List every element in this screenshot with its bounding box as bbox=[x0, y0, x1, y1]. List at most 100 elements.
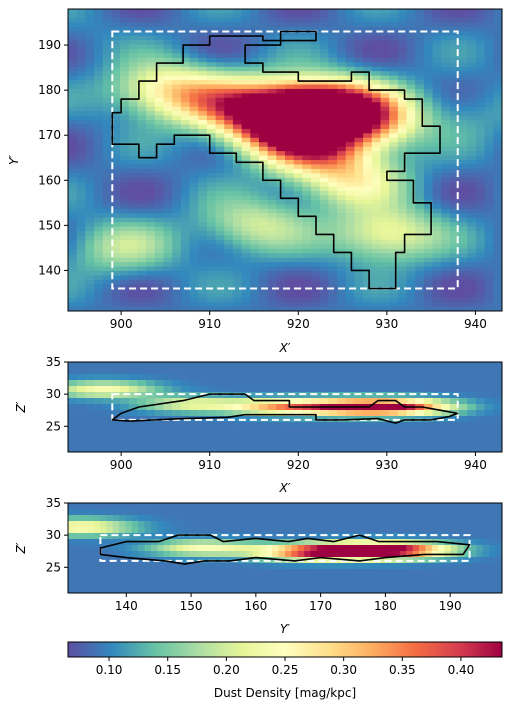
heatmap-cell bbox=[172, 17, 182, 23]
heatmap-cell bbox=[267, 257, 277, 263]
heatmap-cell bbox=[111, 392, 121, 399]
heatmap-cell bbox=[482, 545, 490, 552]
heatmap-cell bbox=[119, 503, 127, 510]
heatmap-cell bbox=[354, 35, 364, 41]
heatmap-cell bbox=[380, 392, 390, 399]
heatmap-cell bbox=[363, 62, 373, 68]
heatmap-cell bbox=[336, 551, 344, 558]
heatmap-cell bbox=[189, 120, 199, 126]
heatmap-cell bbox=[406, 213, 416, 219]
heatmap-cell bbox=[93, 551, 101, 558]
heatmap-cell bbox=[406, 115, 416, 121]
heatmap-cell bbox=[111, 93, 121, 99]
heatmap-cell bbox=[128, 137, 139, 143]
heatmap-cell bbox=[241, 40, 251, 46]
heatmap-cell bbox=[68, 239, 78, 245]
heatmap-cell bbox=[102, 62, 112, 68]
heatmap-cell bbox=[111, 9, 121, 15]
heatmap-cell bbox=[432, 386, 442, 393]
heatmap-cell bbox=[87, 515, 95, 522]
heatmap-cell bbox=[354, 80, 364, 86]
heatmap-cell bbox=[493, 177, 502, 183]
heatmap-cell bbox=[102, 204, 112, 210]
heatmap-cell bbox=[146, 177, 156, 183]
heatmap-cell bbox=[432, 53, 442, 59]
heatmap-cell bbox=[172, 146, 182, 152]
heatmap-cell bbox=[180, 111, 191, 117]
heatmap-cell bbox=[258, 9, 269, 15]
heatmap-cell bbox=[224, 128, 234, 134]
heatmap-cell bbox=[291, 527, 299, 534]
heatmap-cell bbox=[214, 509, 222, 516]
heatmap-cell bbox=[493, 434, 502, 441]
heatmap-cell bbox=[328, 302, 338, 308]
heatmap-cell bbox=[111, 404, 121, 411]
heatmap-cell bbox=[172, 422, 182, 429]
heatmap-cell bbox=[76, 124, 86, 130]
heatmap-cell bbox=[363, 398, 373, 405]
heatmap-cell bbox=[493, 155, 502, 161]
heatmap-cell bbox=[493, 279, 502, 285]
heatmap-cell bbox=[258, 217, 269, 223]
heatmap-cell bbox=[224, 266, 234, 272]
heatmap-cell bbox=[154, 177, 165, 183]
heatmap-cell bbox=[215, 128, 225, 134]
heatmap-cell bbox=[467, 93, 477, 99]
heatmap-cell bbox=[76, 97, 86, 103]
heatmap-cell bbox=[102, 226, 112, 232]
heatmap-cell bbox=[85, 102, 95, 108]
heatmap-cell bbox=[293, 362, 303, 369]
heatmap-cell bbox=[441, 204, 451, 210]
heatmap-cell bbox=[111, 284, 121, 290]
heatmap-cell bbox=[144, 515, 152, 522]
heatmap-cell bbox=[415, 164, 425, 170]
heatmap-cell bbox=[267, 239, 277, 245]
heatmap-cell bbox=[163, 386, 173, 393]
heatmap-cell bbox=[374, 509, 382, 516]
heatmap-cell bbox=[198, 288, 208, 294]
heatmap-cell bbox=[493, 306, 502, 311]
heatmap-cell bbox=[441, 244, 451, 250]
heatmap-cell bbox=[215, 93, 225, 99]
heatmap-cell bbox=[387, 503, 395, 510]
heatmap-cell bbox=[80, 569, 88, 576]
heatmap-cell bbox=[76, 164, 86, 170]
heatmap-cell bbox=[215, 57, 225, 63]
heatmap-cell bbox=[285, 569, 292, 576]
heatmap-cell bbox=[441, 440, 451, 447]
heatmap-cell bbox=[293, 115, 303, 121]
heatmap-cell bbox=[250, 9, 260, 15]
heatmap-cell bbox=[319, 164, 329, 170]
heatmap-cell bbox=[163, 446, 173, 452]
heatmap-cell bbox=[441, 88, 451, 94]
heatmap-cell bbox=[415, 57, 425, 63]
heatmap-cell bbox=[363, 204, 373, 210]
heatmap-cell bbox=[328, 204, 338, 210]
heatmap-cell bbox=[406, 195, 416, 201]
heatmap-cell bbox=[267, 53, 277, 59]
heatmap-cell bbox=[380, 133, 390, 139]
heatmap-cell bbox=[293, 231, 303, 237]
heatmap-cell bbox=[224, 13, 234, 19]
heatmap-cell bbox=[467, 271, 477, 277]
heatmap-cell bbox=[232, 71, 243, 77]
heatmap-cell bbox=[85, 275, 95, 281]
heatmap-cell bbox=[258, 57, 269, 63]
heatmap-cell bbox=[311, 279, 321, 285]
heatmap-cell bbox=[232, 182, 243, 188]
heatmap-cell bbox=[467, 428, 477, 435]
heatmap-cell bbox=[111, 208, 121, 214]
heatmap-cell bbox=[180, 191, 191, 197]
heatmap-cell bbox=[484, 168, 494, 174]
heatmap-cell bbox=[102, 213, 112, 219]
heatmap-cell bbox=[68, 446, 78, 452]
heatmap-cell bbox=[85, 428, 95, 435]
heatmap-cell bbox=[397, 446, 408, 452]
heatmap-cell bbox=[146, 410, 156, 417]
heatmap-cell bbox=[371, 151, 382, 157]
heatmap-cell bbox=[319, 40, 329, 46]
heatmap-cell bbox=[432, 235, 442, 241]
heatmap-cell bbox=[363, 182, 373, 188]
heatmap-cell bbox=[302, 288, 312, 294]
heatmap-cell bbox=[144, 521, 152, 528]
